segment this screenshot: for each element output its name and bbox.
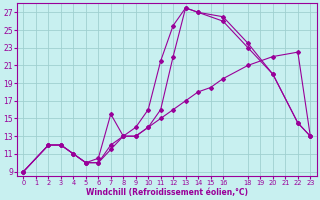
X-axis label: Windchill (Refroidissement éolien,°C): Windchill (Refroidissement éolien,°C)	[86, 188, 248, 197]
